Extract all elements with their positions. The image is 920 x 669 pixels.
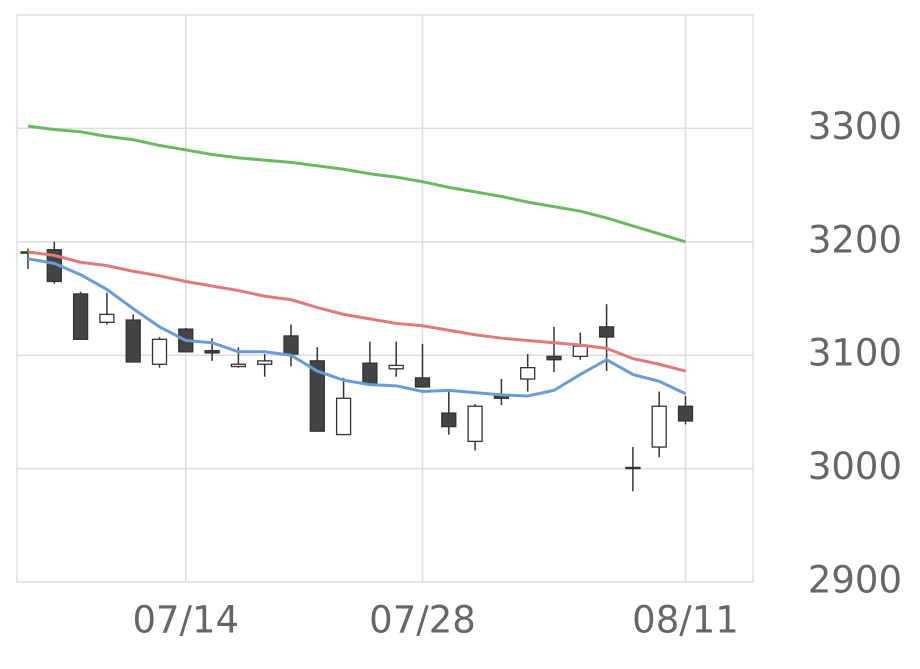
y-tick-label: 3000 bbox=[808, 445, 902, 488]
candle-body bbox=[257, 360, 273, 365]
ma-line bbox=[27, 257, 687, 398]
candle-body bbox=[572, 345, 588, 357]
candle-body bbox=[625, 466, 641, 470]
ma-line bbox=[27, 124, 686, 244]
candle-body bbox=[467, 405, 483, 443]
x-tick-label: 07/28 bbox=[369, 599, 476, 642]
candle-body bbox=[283, 335, 299, 355]
candle-body bbox=[388, 364, 404, 370]
y-tick-label: 3200 bbox=[808, 218, 902, 261]
candle-body bbox=[72, 293, 89, 340]
candle-body bbox=[151, 338, 168, 365]
candle-body bbox=[677, 405, 694, 422]
x-tick-label: 08/11 bbox=[632, 599, 739, 642]
y-tick-label: 3300 bbox=[808, 105, 902, 148]
candle-body bbox=[309, 360, 325, 432]
candle-body bbox=[230, 363, 247, 368]
candle-body bbox=[441, 412, 457, 428]
candle-body bbox=[651, 405, 667, 448]
x-tick-label: 07/14 bbox=[132, 599, 239, 642]
candle-body bbox=[414, 377, 431, 388]
plot-frame bbox=[16, 14, 754, 583]
candle-body bbox=[99, 313, 115, 323]
candle-body bbox=[204, 350, 220, 354]
candle-body bbox=[335, 397, 352, 436]
y-tick-label: 2900 bbox=[808, 559, 902, 602]
y-tick-label: 3100 bbox=[808, 332, 902, 375]
ma-line bbox=[27, 250, 686, 373]
candle-body bbox=[520, 367, 536, 380]
candle-body bbox=[125, 319, 141, 363]
candle-body bbox=[546, 355, 562, 361]
candle-body bbox=[362, 362, 378, 385]
candle-body bbox=[598, 326, 615, 338]
